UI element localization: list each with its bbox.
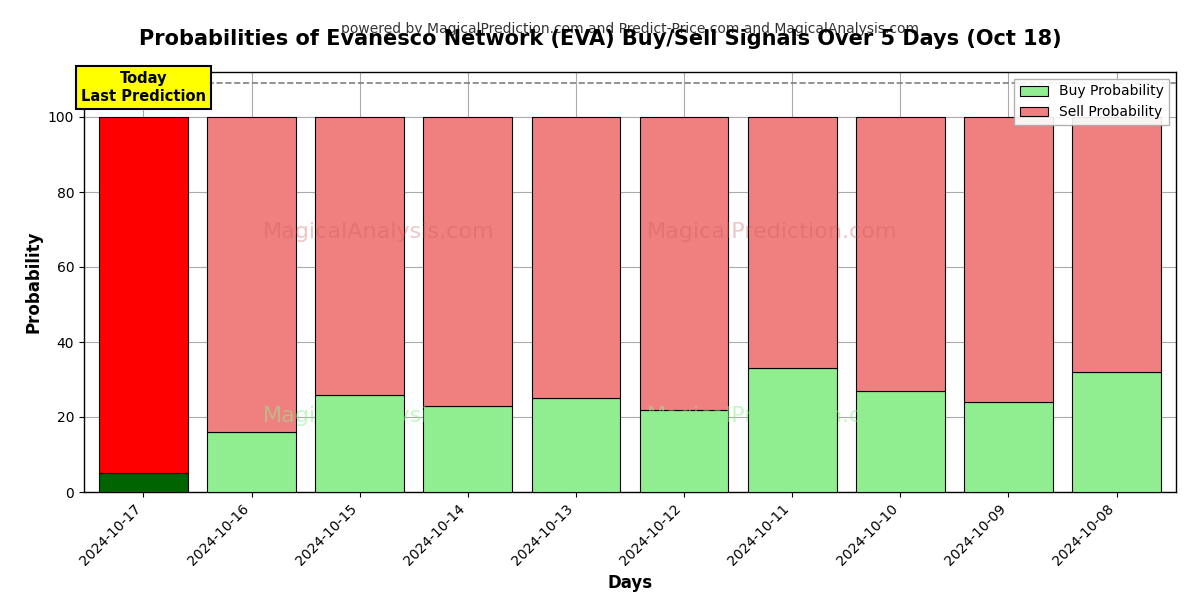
Text: MagicalAnalysis.com: MagicalAnalysis.com: [263, 406, 494, 427]
Title: powered by MagicalPrediction.com and Predict-Price.com and MagicalAnalysis.com: powered by MagicalPrediction.com and Pre…: [341, 22, 919, 36]
Bar: [208, 117, 296, 432]
Text: MagicalPrediction.com: MagicalPrediction.com: [647, 406, 898, 427]
Bar: [424, 406, 512, 492]
Bar: [316, 117, 404, 395]
Bar: [1073, 117, 1160, 372]
Y-axis label: Probability: Probability: [24, 231, 42, 333]
Bar: [964, 117, 1052, 402]
Bar: [640, 409, 728, 492]
Bar: [964, 402, 1052, 492]
Bar: [856, 391, 944, 492]
Bar: [856, 117, 944, 391]
Bar: [532, 117, 620, 398]
Text: MagicalPrediction.com: MagicalPrediction.com: [647, 221, 898, 242]
Bar: [100, 117, 187, 473]
Text: Today
Last Prediction: Today Last Prediction: [80, 71, 206, 104]
Bar: [1073, 372, 1160, 492]
Text: Probabilities of Evanesco Network (EVA) Buy/Sell Signals Over 5 Days (Oct 18): Probabilities of Evanesco Network (EVA) …: [139, 29, 1061, 49]
Bar: [748, 368, 836, 492]
Bar: [100, 473, 187, 492]
Bar: [532, 398, 620, 492]
X-axis label: Days: Days: [607, 574, 653, 592]
Bar: [748, 117, 836, 368]
Bar: [316, 395, 404, 492]
Bar: [424, 117, 512, 406]
Bar: [208, 432, 296, 492]
Bar: [640, 117, 728, 409]
Legend: Buy Probability, Sell Probability: Buy Probability, Sell Probability: [1014, 79, 1169, 125]
Text: MagicalAnalysis.com: MagicalAnalysis.com: [263, 221, 494, 242]
